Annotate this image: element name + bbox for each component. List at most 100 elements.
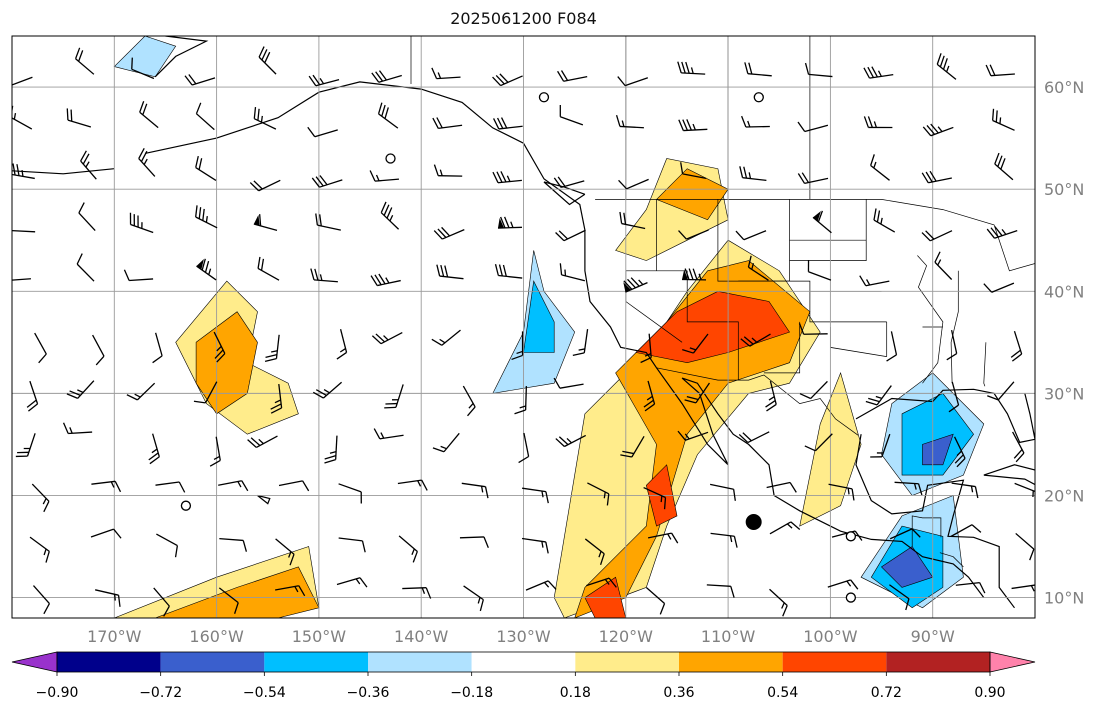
wind-barb: [371, 332, 403, 345]
wind-barb: [153, 587, 170, 617]
wind-barb: [710, 483, 736, 501]
wind-barb: [1014, 482, 1035, 498]
wind-barb: [278, 480, 310, 492]
wind-barb: [492, 73, 523, 87]
wind-barb: [951, 482, 979, 499]
wind-barb: [253, 106, 277, 130]
wind-barb: [985, 64, 1015, 77]
wind-barb: [936, 53, 957, 80]
lon-tick-label: 160°W: [189, 627, 244, 646]
wind-barb: [384, 384, 404, 409]
wind-barb: [123, 269, 154, 282]
wind-barb: [559, 263, 586, 282]
colorbar-tick-label: −0.54: [243, 685, 286, 701]
colorbar-bin: [471, 652, 576, 672]
wind-barb: [76, 253, 95, 282]
wind-barb: [310, 268, 338, 283]
wind-barb: [870, 433, 891, 458]
calm-circle: [845, 592, 857, 603]
wind-barb: [735, 230, 767, 241]
colorbar-tick-label: −0.72: [139, 685, 182, 701]
wind-barb: [497, 216, 522, 229]
wind-barb: [859, 275, 890, 287]
wind-barb: [553, 176, 585, 189]
wind-barb: [828, 483, 855, 501]
wind-barb: [275, 538, 295, 566]
wind-barb: [315, 213, 341, 231]
wind-barb: [615, 115, 644, 129]
wind-barb: [587, 482, 610, 506]
wind-barb: [617, 76, 649, 87]
wind-barb: [66, 380, 95, 399]
wind-barb: [766, 481, 797, 493]
wind-barb: [462, 385, 476, 417]
wind-barb: [338, 483, 362, 504]
wind-barb: [34, 332, 47, 364]
colorbar-bin: [160, 652, 265, 672]
wind-barb: [431, 67, 461, 80]
wind-barb: [31, 483, 50, 513]
wind-barb: [78, 202, 96, 231]
colorbar-tick-label: −0.36: [347, 685, 390, 701]
lon-tick-label: 140°W: [394, 627, 449, 646]
wind-barb: [798, 323, 828, 335]
colorbar-extend-low: [11, 651, 58, 673]
colorbar-bin: [679, 652, 783, 672]
wind-barb: [156, 533, 179, 558]
wind-barb: [623, 277, 648, 293]
wind-barb: [572, 329, 589, 356]
wind-barb: [987, 381, 1015, 401]
wind-barb: [922, 123, 954, 137]
colorbar-extend-high: [989, 651, 1036, 673]
wind-barb: [994, 152, 1014, 181]
wind-barb: [646, 587, 666, 615]
wind-barb: [307, 126, 338, 138]
wind-barb: [797, 121, 829, 133]
wind-barb: [584, 538, 605, 566]
colorbar-tick-labels: −0.90 −0.72 −0.54 −0.36 −0.18 0.18 0.36 0.54 0.7…: [36, 672, 1006, 701]
wind-barb: [249, 179, 281, 192]
wind-barb: [827, 579, 859, 590]
wind-barb: [682, 268, 707, 281]
wind-barb: [131, 57, 155, 80]
wind-barb: [948, 381, 960, 413]
wind-barb: [258, 46, 277, 75]
wind-barb: [863, 116, 893, 129]
wind-barb: [432, 432, 460, 453]
colorbar-tick-label: 0.36: [663, 685, 694, 701]
field-region-bering-north: [113, 36, 177, 78]
colorbar-bin: [57, 652, 161, 672]
wind-barb: [196, 258, 217, 281]
wind-barb: [195, 102, 215, 131]
wind-barb: [148, 433, 160, 465]
colorbar-bin: [782, 652, 887, 672]
wind-barbs: [12, 46, 1035, 617]
wind-barb: [492, 171, 522, 184]
lon-tick-label: 150°W: [292, 627, 347, 646]
wind-barb: [433, 226, 465, 240]
lat-tick-label: 60°N: [1044, 78, 1084, 97]
wind-barb: [744, 62, 772, 77]
wind-barb: [91, 480, 122, 493]
wind-barb: [398, 535, 418, 563]
wind-barb: [1012, 431, 1025, 463]
wind-barb: [991, 108, 1015, 131]
wind-barb: [678, 119, 708, 132]
colorbar-bin: [264, 652, 368, 672]
wind-barb: [921, 170, 952, 184]
wind-barb: [193, 381, 218, 404]
wind-barb: [463, 585, 484, 612]
wind-barb: [257, 256, 280, 281]
wind-barb: [32, 585, 50, 615]
wind-barb: [619, 211, 646, 230]
colorbar-bin: [886, 652, 990, 672]
wind-barb: [184, 74, 216, 86]
colorbar-bin: [575, 652, 679, 672]
wind-barb: [953, 436, 966, 468]
wind-barb: [618, 178, 649, 190]
wind-barb: [92, 334, 105, 366]
wind-barb: [66, 108, 92, 128]
wind-barb: [677, 430, 709, 441]
wind-barb: [921, 230, 953, 242]
lon-tick-label: 100°W: [803, 627, 858, 646]
